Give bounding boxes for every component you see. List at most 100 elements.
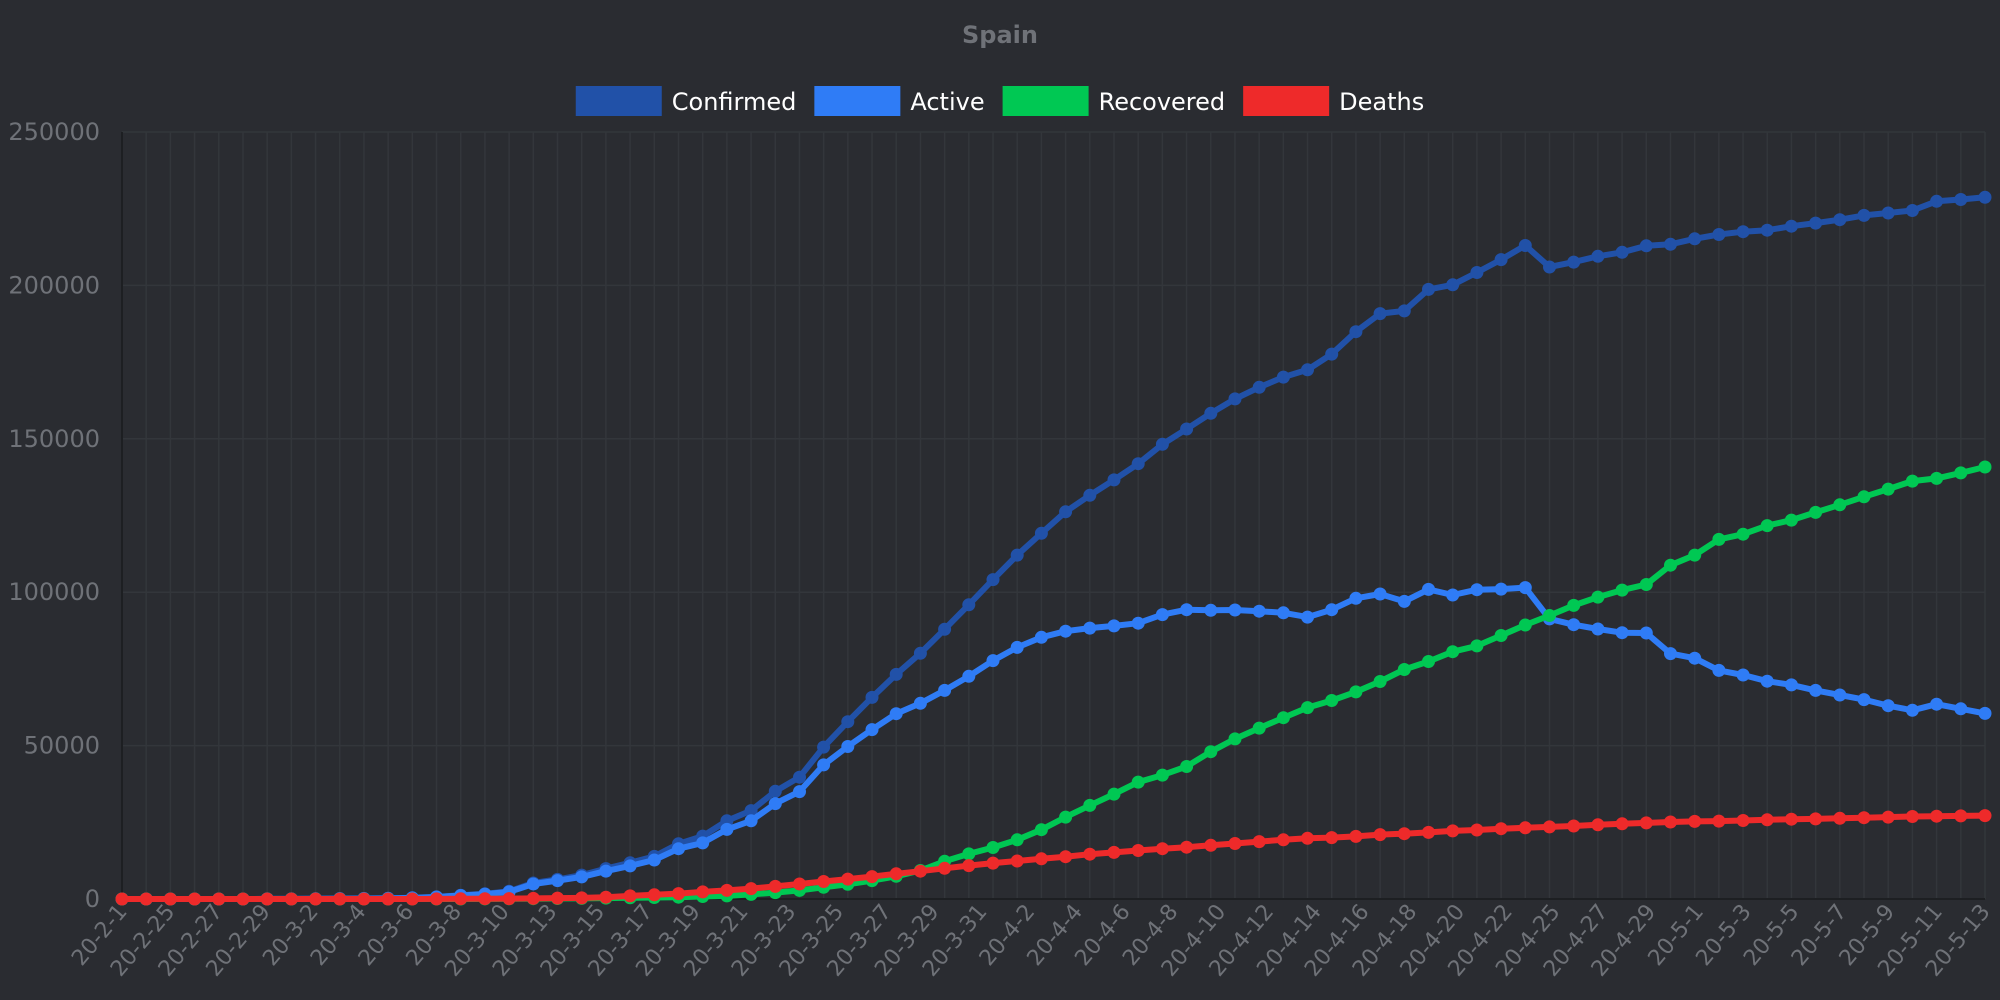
data-point: [115, 892, 129, 906]
data-point: [672, 887, 685, 901]
data-point: [1930, 809, 1944, 823]
data-point: [1180, 840, 1194, 854]
data-point: [1349, 685, 1363, 699]
data-point: [1615, 245, 1629, 259]
data-point: [768, 797, 782, 811]
data-point: [938, 683, 952, 697]
data-point: [1905, 474, 1919, 488]
legend-swatch: [575, 86, 662, 116]
data-point: [1954, 702, 1968, 716]
data-point: [1155, 842, 1169, 856]
data-point: [1083, 847, 1097, 861]
data-point: [768, 879, 782, 893]
data-point: [962, 598, 976, 612]
data-point: [1301, 831, 1314, 845]
data-point: [1518, 581, 1532, 595]
data-point: [1204, 603, 1218, 617]
data-point: [1954, 193, 1968, 206]
data-point: [1252, 604, 1266, 618]
data-point: [986, 654, 1000, 668]
data-point: [1664, 558, 1677, 572]
data-point: [1252, 721, 1266, 735]
data-point: [1518, 821, 1532, 835]
data-point: [1930, 194, 1944, 208]
data-point: [623, 889, 637, 903]
data-point: [1010, 640, 1024, 654]
legend[interactable]: Confirmed Active Recovered Deaths: [575, 86, 1424, 116]
data-point: [454, 892, 468, 906]
data-point: [647, 888, 661, 902]
data-point: [212, 892, 226, 906]
data-point: [1131, 457, 1145, 471]
y-tick-label: 200000: [8, 271, 100, 299]
data-point: [599, 864, 613, 878]
series-line-recovered: [119, 464, 1988, 902]
data-point: [1494, 822, 1508, 836]
data-point: [1712, 663, 1726, 677]
data-point: [1857, 208, 1871, 222]
legend-swatch: [1002, 86, 1089, 116]
data-point: [1107, 619, 1121, 633]
data-point: [1422, 582, 1435, 596]
data-point: [1034, 630, 1048, 644]
data-point: [696, 836, 710, 850]
data-point: [1736, 527, 1750, 541]
data-point: [1373, 307, 1387, 321]
data-point: [1252, 835, 1266, 849]
y-tick-label: 0: [85, 885, 100, 913]
data-point: [913, 696, 927, 710]
data-point: [1760, 223, 1774, 237]
data-point: [1784, 812, 1798, 826]
data-point: [720, 883, 734, 897]
data-point: [841, 872, 855, 886]
data-point: [938, 622, 952, 636]
data-point: [1010, 854, 1024, 868]
legend-label: Active: [910, 88, 984, 116]
series-line-active: [119, 584, 1988, 902]
data-point: [1881, 810, 1895, 824]
data-point: [1543, 609, 1556, 622]
data-point: [1034, 526, 1048, 540]
legend-item-confirmed[interactable]: Confirmed: [575, 86, 797, 116]
data-point: [1325, 694, 1339, 707]
data-point: [1397, 304, 1411, 318]
data-point: [1688, 814, 1702, 828]
legend-swatch: [814, 86, 901, 116]
data-point: [139, 892, 153, 906]
data-point: [1664, 815, 1677, 829]
data-point: [1978, 706, 1992, 720]
data-point: [526, 877, 540, 891]
data-point: [1373, 828, 1387, 842]
data-point: [1470, 583, 1484, 597]
legend-item-deaths[interactable]: Deaths: [1243, 86, 1424, 116]
data-point: [1131, 775, 1145, 789]
data-point: [1349, 591, 1363, 605]
data-point: [1639, 816, 1653, 830]
data-point: [1422, 282, 1435, 296]
data-point: [962, 859, 976, 873]
data-point: [1180, 760, 1194, 773]
data-point: [1760, 674, 1774, 688]
data-point: [744, 814, 758, 828]
data-point: [1784, 219, 1798, 233]
data-point: [1349, 325, 1363, 339]
data-point: [405, 892, 419, 906]
data-point: [1422, 655, 1435, 668]
data-point: [623, 859, 637, 873]
data-point: [1736, 668, 1750, 682]
data-point: [1760, 519, 1774, 533]
data-point: [913, 864, 927, 878]
data-point: [1010, 548, 1024, 562]
y-tick-label: 100000: [8, 578, 100, 606]
data-point: [1397, 827, 1411, 841]
data-point: [1543, 820, 1556, 834]
data-point: [986, 841, 1000, 854]
legend-item-recovered[interactable]: Recovered: [1002, 86, 1226, 116]
grid-layer: [121, 131, 1986, 900]
data-point: [1276, 833, 1290, 847]
data-point: [817, 875, 831, 888]
legend-item-active[interactable]: Active: [814, 86, 985, 116]
data-point: [1422, 825, 1435, 839]
